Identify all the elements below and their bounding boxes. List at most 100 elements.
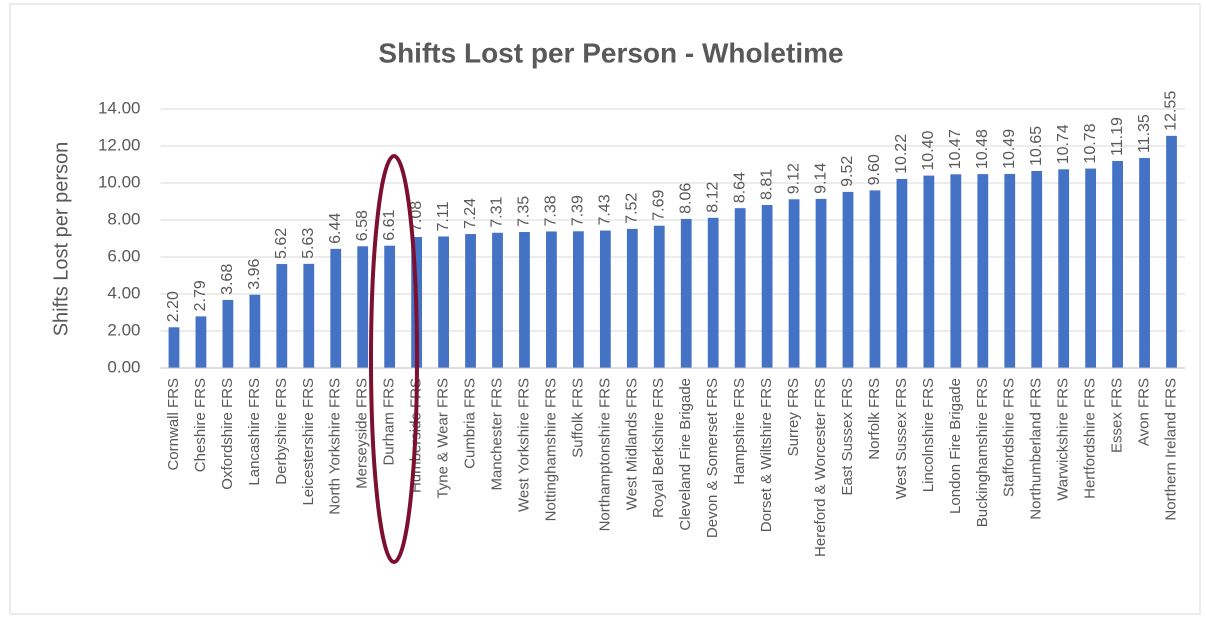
- value-label: 10.74: [1055, 124, 1072, 164]
- x-tick-label: Warwickshire FRS: [1055, 378, 1072, 501]
- value-label: 12.55: [1163, 91, 1180, 131]
- value-label: 3.68: [219, 264, 236, 295]
- value-label: 6.44: [327, 213, 344, 244]
- bar: [1004, 173, 1016, 368]
- bar: [222, 299, 234, 368]
- value-label: 2.79: [192, 280, 209, 311]
- highlight-ellipse: [369, 154, 419, 564]
- value-label: 7.31: [489, 197, 506, 228]
- chart-title: Shifts Lost per Person - Wholetime: [378, 37, 843, 68]
- bar: [842, 191, 854, 368]
- bar: [680, 218, 692, 368]
- bar: [599, 230, 611, 368]
- x-tick-label: Dorset & Wiltshire FRS: [758, 378, 775, 532]
- x-tick-label: Northamptonshire FRS: [596, 378, 613, 531]
- bar: [1166, 135, 1177, 368]
- x-tick-label: Leicestershire FRS: [300, 378, 317, 506]
- bar: [330, 248, 342, 368]
- x-tick-label: Staffordshire FRS: [1001, 378, 1018, 497]
- x-tick-label: Devon & Somerset FRS: [704, 378, 721, 538]
- bar: [788, 199, 800, 368]
- bar: [276, 264, 288, 368]
- value-label: 10.22: [893, 134, 910, 174]
- x-tick-label: Northumberland FRS: [1028, 378, 1045, 520]
- value-label: 7.38: [543, 195, 560, 226]
- value-label: 7.39: [570, 195, 587, 226]
- bar: [626, 228, 638, 368]
- value-label: 5.63: [300, 228, 317, 259]
- bar: [195, 316, 207, 368]
- y-tick-label: 12.00: [98, 135, 141, 154]
- bar: [869, 190, 881, 368]
- x-tick-label: Essex FRS: [1109, 378, 1126, 453]
- bar: [572, 231, 584, 368]
- value-label: 9.52: [839, 156, 856, 187]
- bar: [815, 198, 827, 368]
- x-tick-label: Buckinghamshire FRS: [974, 378, 991, 527]
- bar: [707, 217, 719, 368]
- bar: [168, 327, 180, 368]
- x-tick-label: West Sussex FRS: [893, 378, 910, 499]
- value-label: 2.20: [165, 291, 182, 322]
- bar: [357, 246, 369, 368]
- value-label: 10.47: [947, 129, 964, 169]
- bar: [1058, 169, 1070, 368]
- x-tick-label: Northern Ireland FRS: [1162, 378, 1179, 521]
- value-label: 10.78: [1082, 123, 1099, 163]
- y-tick-label: 6.00: [107, 246, 140, 265]
- x-tick-label: Surrey FRS: [785, 378, 802, 456]
- x-tick-label: West Midlands FRS: [623, 378, 640, 510]
- x-tick-label: Nottinghamshire FRS: [542, 378, 559, 521]
- x-tick-label: Hereford & Worcester FRS: [812, 378, 829, 557]
- bar: [384, 245, 396, 368]
- bar: [1085, 168, 1097, 368]
- bar: [546, 231, 557, 368]
- value-label: 7.35: [516, 196, 533, 227]
- value-label: 6.58: [354, 210, 371, 241]
- x-tick-label: Hertfordshire FRS: [1082, 378, 1099, 499]
- bar: [950, 174, 962, 368]
- value-label: 11.19: [1109, 117, 1126, 156]
- x-tick-label: Cleveland Fire Brigade: [677, 378, 694, 531]
- bar: [492, 232, 503, 368]
- value-label: 8.06: [677, 183, 694, 214]
- x-tick-label: Oxfordshire FRS: [219, 378, 236, 490]
- value-label: 5.62: [273, 228, 290, 259]
- bar: [438, 236, 449, 368]
- bar: [977, 174, 989, 368]
- y-tick-label: 0.00: [107, 357, 140, 376]
- y-tick-label: 10.00: [98, 172, 141, 191]
- value-label: 8.81: [758, 169, 775, 200]
- value-label: 6.61: [381, 209, 398, 240]
- value-label: 10.40: [920, 130, 937, 170]
- value-label: 10.65: [1028, 126, 1045, 166]
- x-tick-label: East Sussex FRS: [839, 378, 856, 496]
- x-tick-label: Avon FRS: [1136, 378, 1153, 446]
- bar: [761, 205, 773, 368]
- y-tick-label: 2.00: [107, 320, 140, 339]
- x-tick-label: Derbyshire FRS: [273, 378, 290, 485]
- value-label: 9.60: [866, 154, 883, 185]
- y-tick-label: 14.00: [98, 98, 141, 117]
- x-tick-label: Cornwall FRS: [165, 378, 182, 471]
- bar: [519, 232, 530, 368]
- bar: [1112, 160, 1123, 368]
- value-label: 10.48: [974, 129, 991, 169]
- value-label: 8.12: [704, 182, 721, 213]
- x-tick-label: Tyne & Wear FRS: [435, 378, 452, 499]
- value-label: 7.24: [462, 198, 479, 229]
- x-tick-label: Lincolnshire FRS: [920, 378, 937, 492]
- value-label: 7.69: [650, 189, 667, 220]
- x-tick-label: Hampshire FRS: [731, 378, 748, 485]
- x-tick-label: Manchester FRS: [488, 378, 505, 491]
- x-tick-label: London Fire Brigade: [947, 378, 964, 514]
- x-tick-label: Suffolk FRS: [569, 378, 586, 458]
- x-tick-label: Cumbria FRS: [462, 378, 479, 469]
- value-label: 9.12: [785, 163, 802, 194]
- value-label: 10.49: [1001, 129, 1018, 169]
- value-label: 11.35: [1136, 114, 1153, 153]
- y-axis-label: Shifts Lost per person: [50, 142, 72, 337]
- bar: [1139, 158, 1150, 368]
- x-tick-label: Cheshire FRS: [192, 378, 209, 472]
- x-tick-label: Lancashire FRS: [246, 378, 263, 486]
